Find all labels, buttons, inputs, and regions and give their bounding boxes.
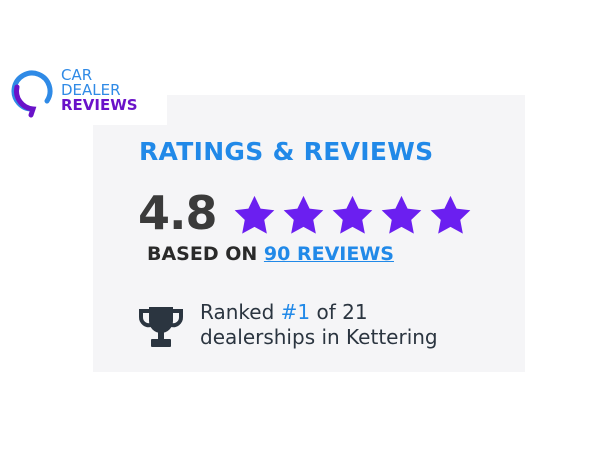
rating-score: 4.8 (138, 186, 217, 240)
star-icon (430, 195, 471, 234)
rank-location: dealerships in Kettering (200, 325, 438, 349)
widget-title: RATINGS & REVIEWS (139, 137, 434, 166)
star-icon (234, 195, 275, 234)
logo-ring-icon (11, 70, 53, 118)
based-on-text: BASED ON 90 REVIEWS (147, 243, 394, 265)
based-on-label: BASED ON (147, 243, 258, 265)
logo-text-line3: REVIEWS (61, 96, 138, 114)
star-icon (283, 195, 324, 234)
logo-text-line1: CAR (61, 66, 93, 84)
logo-text-line2: DEALER (61, 81, 121, 99)
rank-number: #1 (280, 300, 311, 324)
reviews-link[interactable]: 90 REVIEWS (263, 243, 394, 265)
rank-suffix: of 21 (316, 300, 368, 324)
car-dealer-reviews-logo[interactable]: CAR DEALER REVIEWS (0, 60, 167, 125)
star-icon (381, 195, 422, 234)
trophy-icon (139, 307, 183, 347)
star-rating (233, 195, 472, 235)
rank-text: Ranked #1 of 21 dealerships in Kettering (200, 300, 438, 350)
star-icon (332, 195, 373, 234)
rank-prefix: Ranked (200, 300, 275, 324)
